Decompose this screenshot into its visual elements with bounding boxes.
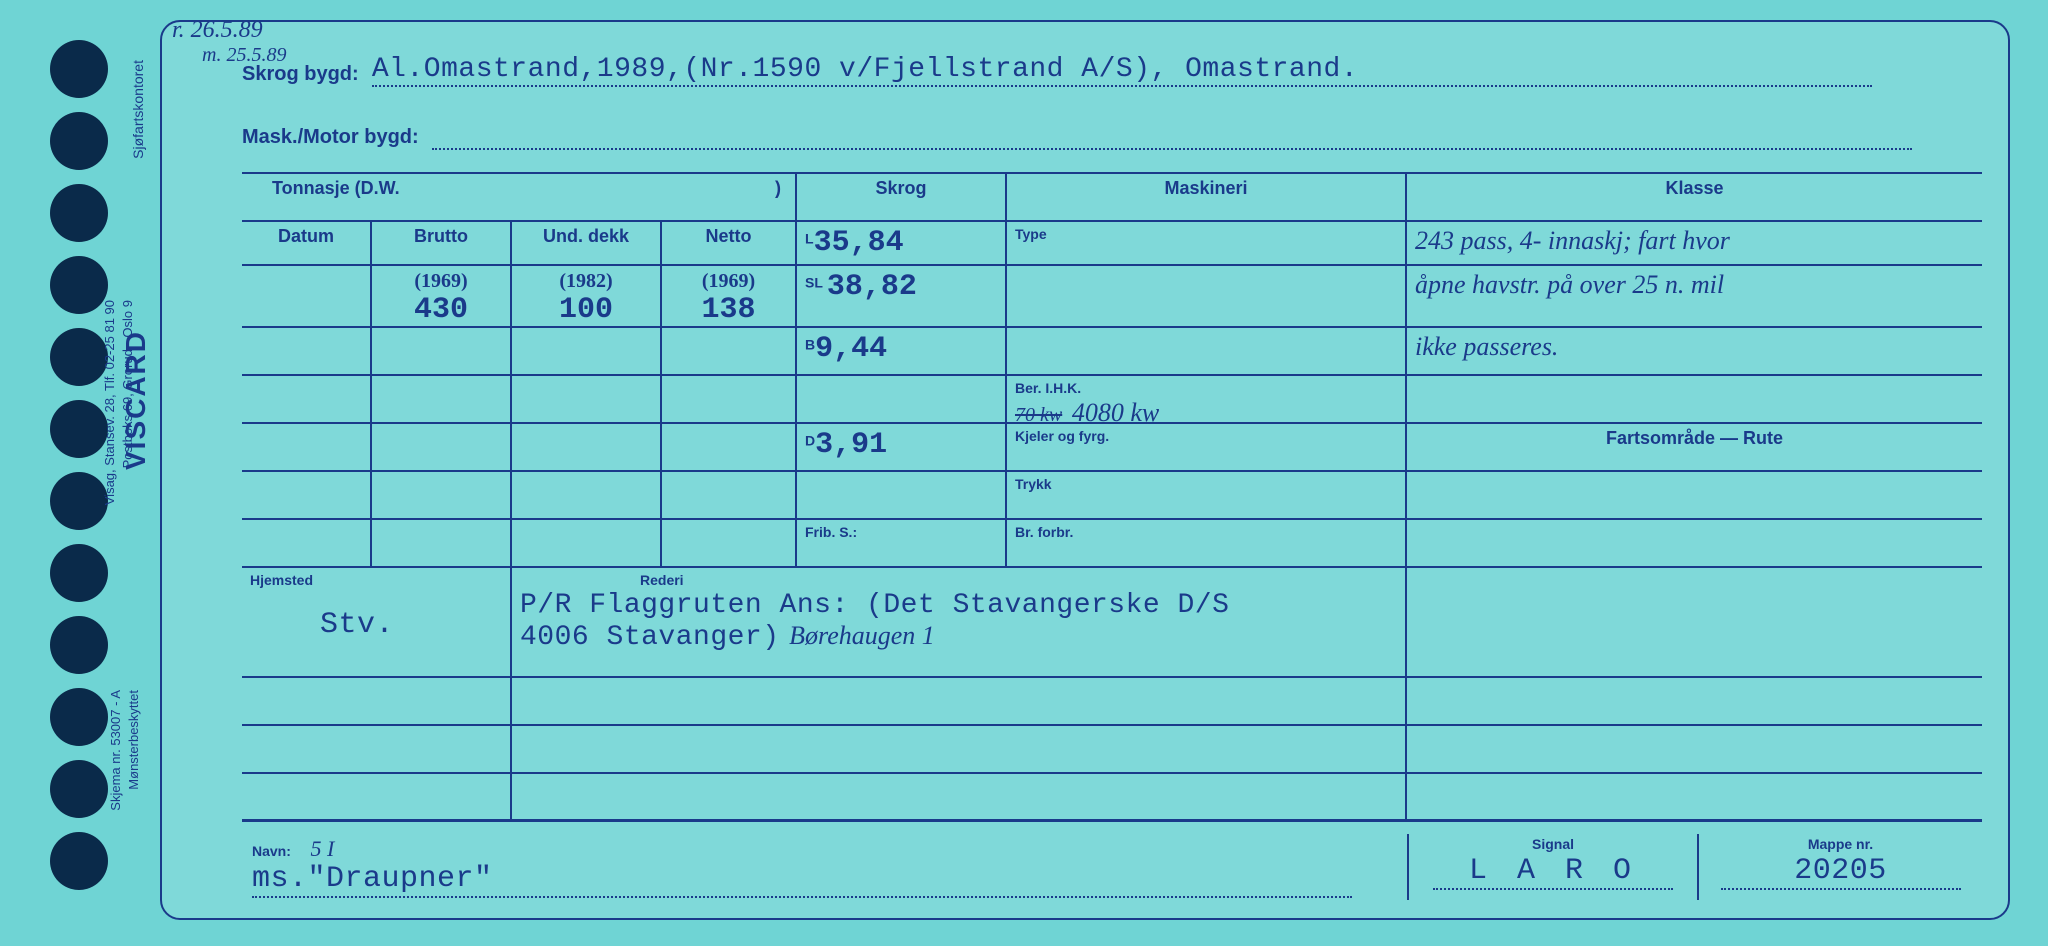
klasse-label: Klasse	[1407, 174, 1982, 220]
mappe-label: Mappe nr.	[1808, 836, 1873, 852]
dim-SL: 38,82	[827, 270, 917, 304]
skjema: Skjema nr. 53007 - A	[108, 690, 123, 811]
skrog-label: Skrog	[797, 174, 1007, 220]
netto-paren: (1969)	[670, 270, 787, 293]
brutto-paren: (1969)	[380, 270, 502, 293]
navn-num: 5 I	[311, 836, 335, 861]
klasse-line1: 243 pass, 4- innaskj; fart hvor	[1415, 226, 1730, 255]
brforbr-label: Br. forbr.	[1015, 524, 1073, 540]
unddekk-val: 100	[559, 293, 613, 327]
rederi-handwritten: Børehaugen 1	[789, 621, 935, 650]
datum-label: Datum	[242, 222, 372, 264]
ber-ihk-crossed: 70 kw	[1015, 404, 1062, 426]
frib-label: Frib. S.:	[805, 524, 857, 540]
side-panel: Sjøfartskontoret VISCARD Visag, Stansev.…	[120, 50, 150, 900]
signal-label: Signal	[1532, 836, 1574, 852]
skrog-bygd-value: Al.Omastrand,1989,(Nr.1590 v/Fjellstrand…	[372, 54, 1872, 87]
hjemsted-label: Hjemsted	[250, 572, 313, 588]
signal-value: L A R O	[1433, 854, 1673, 890]
data-grid: Tonnasje (D.W. ) Skrog Maskineri Klasse …	[242, 172, 1982, 822]
klasse-line2: åpne havstr. på over 25 n. mil	[1415, 270, 1724, 299]
navn-label: Navn:	[252, 843, 291, 859]
rederi-line2: 4006 Stavanger)	[520, 622, 780, 653]
index-card: r. 26.5.89 m. 25.5.89 Skrog bygd: Al.Oma…	[160, 20, 2010, 920]
rederi-label: Rederi	[640, 572, 684, 588]
type-label: Type	[1015, 226, 1047, 242]
hjemsted-val: Stv.	[320, 608, 394, 642]
mask-motor-label: Mask./Motor bygd:	[242, 126, 419, 148]
mappe-value: 20205	[1721, 854, 1961, 890]
ber-ihk-label: Ber. I.H.K.	[1015, 380, 1081, 396]
mask-motor-value	[432, 122, 1912, 150]
dim-B: 9,44	[815, 332, 887, 366]
monster: Mønsterbeskyttet	[126, 690, 141, 790]
brutto-label: Brutto	[372, 222, 512, 264]
addr1: Visag, Stansev. 28, Tlf. 02-25 81 90	[102, 300, 117, 505]
netto-val: 138	[701, 293, 755, 327]
addr2: Postboks 69, Grorud - Oslo 9	[120, 300, 135, 468]
brutto-val: 430	[414, 293, 468, 327]
fartsomrade-label: Fartsområde — Rute	[1407, 424, 1982, 470]
trykk-label: Trykk	[1015, 476, 1052, 492]
datum-val	[242, 266, 372, 326]
navn-value: ms."Draupner"	[252, 862, 1352, 898]
skrog-bygd-label: Skrog bygd:	[242, 63, 359, 85]
dim-L: 35,84	[814, 226, 904, 260]
footer-row: Navn: 5 I ms."Draupner" Signal L A R O M…	[242, 834, 1982, 900]
tonnasje-label: Tonnasje (D.W.	[272, 178, 400, 198]
hw-line1: r. 26.5.89	[172, 17, 286, 44]
sjofart-text: Sjøfartskontoret	[130, 60, 146, 159]
unddekk-label: Und. dekk	[512, 222, 662, 264]
rederi-line1: P/R Flaggruten Ans: (Det Stavangerske D/…	[520, 590, 1229, 621]
netto-label: Netto	[662, 222, 797, 264]
dim-D: 3,91	[815, 428, 887, 462]
kjeler-label: Kjeler og fyrg.	[1015, 428, 1109, 444]
unddekk-paren: (1982)	[520, 270, 652, 293]
klasse-line3: ikke passeres.	[1415, 332, 1558, 361]
ber-ihk-val: 4080 kw	[1072, 398, 1159, 427]
punch-holes	[50, 40, 108, 904]
maskineri-label: Maskineri	[1007, 174, 1407, 220]
